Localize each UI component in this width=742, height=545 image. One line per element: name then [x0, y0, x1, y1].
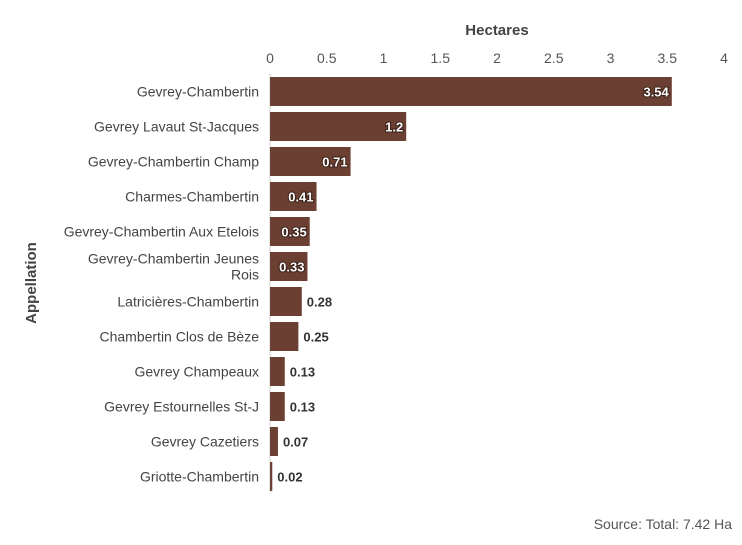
- category-label: Gevrey-Chambertin Jeunes Rois: [88, 251, 259, 283]
- x-tick-label: 4: [720, 50, 728, 66]
- category-label-line: Rois: [231, 267, 259, 283]
- category-label: Gevrey Lavaut St-Jacques: [94, 119, 259, 135]
- x-tick-label: 0: [266, 50, 274, 66]
- bar: [270, 182, 317, 211]
- category-label: Charmes-Chambertin: [125, 189, 259, 205]
- bar-series: Gevrey-Chambertin 3.54 Gevrey Lavaut St-Ja…: [64, 77, 672, 491]
- category-label-line: Gevrey-Chambertin: [137, 84, 259, 100]
- bar: [270, 147, 351, 176]
- category-label: Gevrey Cazetiers: [151, 434, 259, 450]
- category-label-line: Latricières-Chambertin: [117, 294, 259, 310]
- x-tick-label: 2: [493, 50, 501, 66]
- data-label: 0.41: [288, 190, 313, 205]
- x-tick-label: 1.5: [431, 50, 451, 66]
- data-label: 3.54: [643, 85, 669, 100]
- bar: [270, 287, 302, 316]
- bar: [270, 392, 285, 421]
- category-label-line: Gevrey-Chambertin Jeunes: [88, 251, 259, 267]
- x-tick-label: 0.5: [317, 50, 337, 66]
- x-axis-ticks: 0 0.5 1 1.5 2 2.5 3 3.5 4: [266, 50, 728, 66]
- category-label: Latricières-Chambertin: [117, 294, 259, 310]
- category-label-line: Gevrey-Chambertin Champ: [88, 154, 259, 170]
- category-label: Gevrey-Chambertin Aux Etelois: [64, 224, 259, 240]
- category-label-line: Gevrey Champeaux: [134, 364, 259, 380]
- category-label-line: Gevrey Estournelles St-J: [104, 399, 259, 415]
- bar: [270, 322, 299, 351]
- x-tick-label: 3: [607, 50, 615, 66]
- category-label-line: Charmes-Chambertin: [125, 189, 259, 205]
- category-label-line: Griotte-Chambertin: [140, 469, 259, 485]
- source-note: Source: Total: 7.42 Ha: [593, 516, 732, 532]
- category-label: Gevrey-Chambertin Champ: [88, 154, 259, 170]
- category-label: Chambertin Clos de Bèze: [99, 329, 259, 345]
- bar: [270, 462, 273, 491]
- y-axis-title: Appellation: [23, 242, 40, 324]
- bar: [270, 357, 285, 386]
- category-label: Gevrey Champeaux: [134, 364, 259, 380]
- x-axis-title: Hectares: [465, 22, 528, 39]
- data-label: 0.33: [279, 260, 304, 275]
- data-label: 0.02: [277, 470, 302, 485]
- x-tick-label: 2.5: [544, 50, 564, 66]
- bar: [270, 77, 672, 106]
- data-label: 0.35: [281, 225, 306, 240]
- bar: [270, 112, 407, 141]
- data-label: 0.13: [290, 400, 315, 415]
- x-tick-label: 1: [380, 50, 388, 66]
- category-label-line: Chambertin Clos de Bèze: [99, 329, 259, 345]
- data-label: 0.07: [283, 435, 308, 450]
- data-label: 0.71: [322, 155, 347, 170]
- category-label-line: Gevrey Lavaut St-Jacques: [94, 119, 259, 135]
- bar: [270, 427, 278, 456]
- category-label: Griotte-Chambertin: [140, 469, 259, 485]
- bar: [270, 217, 310, 246]
- bar: [270, 252, 308, 281]
- data-label: 0.28: [307, 295, 332, 310]
- category-label: Gevrey Estournelles St-J: [104, 399, 259, 415]
- data-label: 0.25: [303, 330, 328, 345]
- x-tick-label: 3.5: [658, 50, 678, 66]
- data-label: 1.2: [385, 120, 403, 135]
- category-label-line: Gevrey-Chambertin Aux Etelois: [64, 224, 259, 240]
- category-label-line: Gevrey Cazetiers: [151, 434, 259, 450]
- category-label: Gevrey-Chambertin: [137, 84, 259, 100]
- data-label: 0.13: [290, 365, 315, 380]
